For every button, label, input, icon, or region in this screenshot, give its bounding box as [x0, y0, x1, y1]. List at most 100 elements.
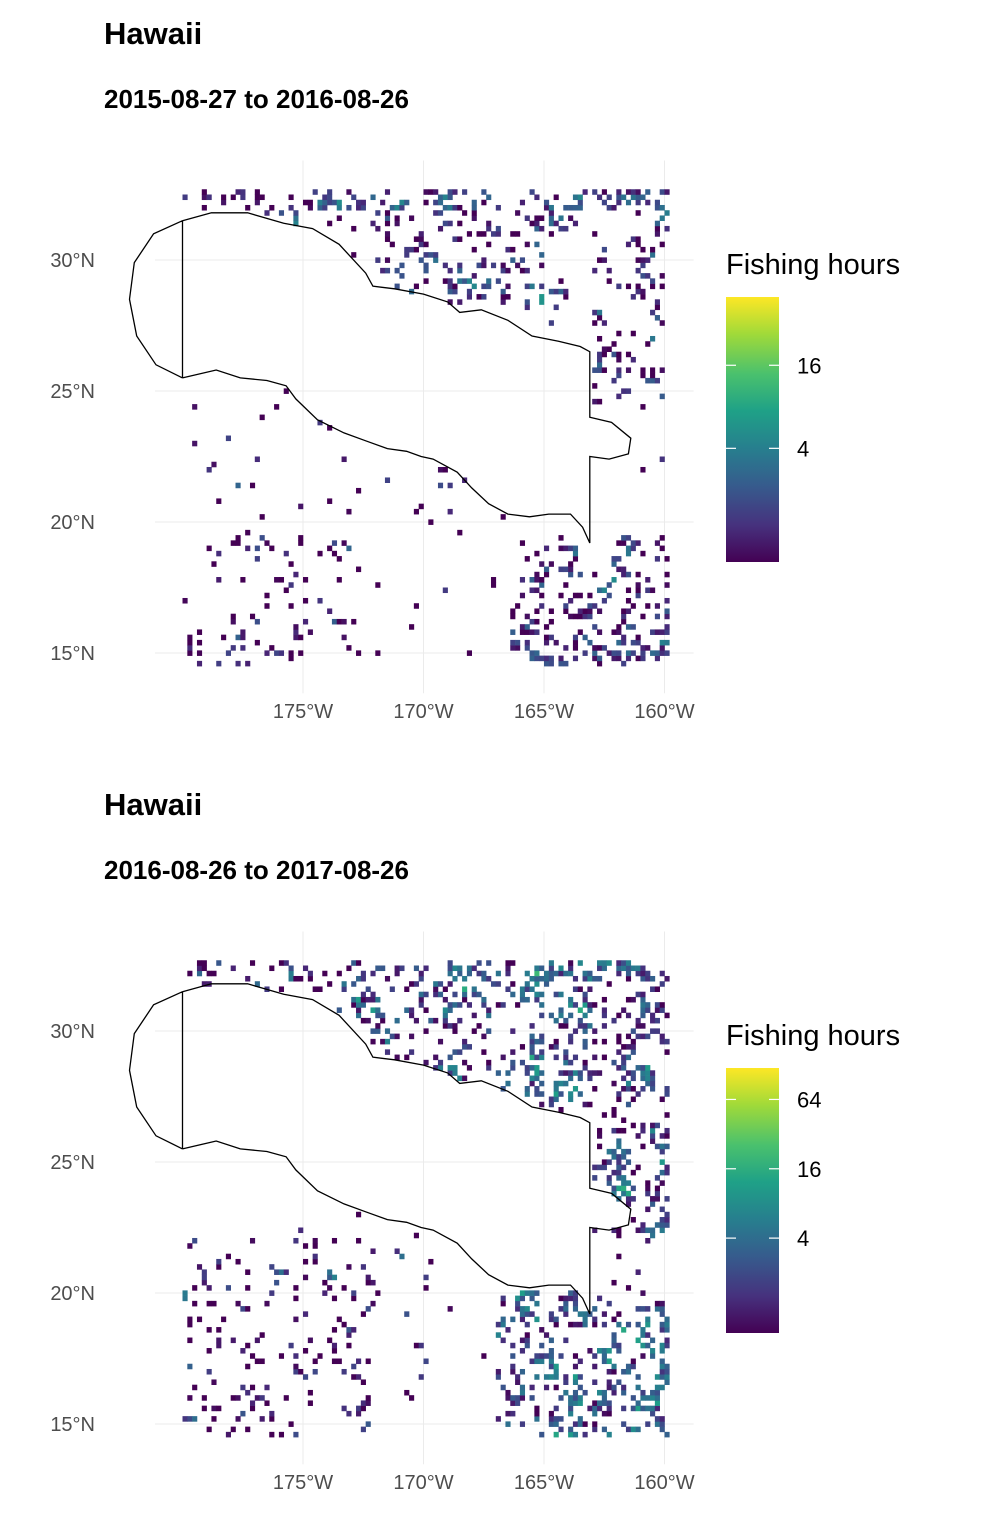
fishing-cell [553, 970, 559, 977]
fishing-cell [630, 1358, 636, 1365]
fishing-cell [331, 1348, 338, 1354]
fishing-cell [606, 650, 612, 656]
fishing-cell [486, 1007, 492, 1013]
fishing-cell [452, 1028, 458, 1034]
fishing-cell [375, 1007, 381, 1013]
fishing-cell [577, 1023, 583, 1029]
fishing-cell [645, 1332, 651, 1338]
fishing-cell [654, 1300, 660, 1307]
fishing-cell [558, 1080, 564, 1087]
fishing-cell [650, 246, 656, 253]
x-tick-label: 165°W [514, 1472, 574, 1494]
fishing-cell [597, 960, 603, 966]
fishing-cell [601, 1112, 607, 1118]
fishing-cell [659, 456, 665, 463]
fishing-cell [254, 199, 260, 206]
fishing-cell [462, 975, 468, 982]
fishing-cell [553, 1405, 559, 1412]
fishing-cell [452, 1070, 458, 1076]
fishing-cell [409, 1049, 415, 1055]
fishing-cell [206, 545, 212, 552]
eez-boundary [128, 983, 632, 1315]
fishing-cell [611, 1363, 617, 1370]
fishing-cell [254, 545, 260, 552]
fishing-cell [568, 597, 574, 604]
fishing-cell [380, 1038, 386, 1045]
fishing-cell [365, 996, 371, 1003]
fishing-cell [625, 965, 632, 972]
fishing-cell [274, 1279, 280, 1286]
fishing-cell [327, 1337, 333, 1344]
fishing-cell [486, 225, 492, 232]
fishing-cell [621, 1175, 627, 1181]
fishing-cell [510, 991, 516, 998]
fishing-cell [351, 1295, 357, 1302]
fishing-cell [592, 320, 598, 326]
fishing-cell [548, 1410, 554, 1417]
fishing-cell [341, 618, 347, 625]
fishing-cell [654, 1222, 660, 1228]
fishing-cell [519, 1311, 526, 1317]
fishing-cell [587, 1348, 593, 1354]
fishing-cell [621, 965, 627, 972]
fishing-cell [659, 320, 665, 326]
fishing-cell [621, 1054, 627, 1061]
legend-break-label: 16 [797, 353, 821, 378]
fishing-cell [409, 215, 415, 221]
fishing-cell [384, 236, 391, 242]
fishing-cell [351, 1363, 357, 1370]
fishing-cell [331, 540, 338, 546]
fishing-cell [327, 189, 333, 195]
fishing-cell [447, 981, 453, 987]
fishing-cell [476, 294, 482, 300]
fishing-cell [558, 215, 564, 221]
fishing-cell [264, 1384, 270, 1391]
fishing-cell [635, 283, 641, 290]
fishing-cell [572, 1379, 579, 1385]
fishing-cell [640, 1033, 646, 1040]
fishing-cell [534, 1374, 540, 1380]
fishing-cell [548, 204, 554, 211]
fishing-cell [645, 1395, 651, 1401]
fishing-cell [230, 618, 236, 625]
fishing-cell [322, 199, 328, 206]
fishing-cell [563, 582, 569, 588]
fishing-cell [611, 1127, 617, 1134]
fishing-cell [187, 1243, 193, 1249]
y-tick-label: 20°N [50, 512, 95, 534]
fishing-cell [563, 1080, 569, 1087]
fishing-cell [616, 1311, 622, 1317]
fishing-cell [389, 241, 395, 248]
fishing-cell [457, 529, 463, 536]
fishing-cell [293, 215, 299, 221]
fishing-cell [303, 597, 309, 604]
fishing-cell [201, 960, 207, 966]
fishing-cell [654, 613, 660, 620]
fishing-cell [505, 1389, 511, 1396]
fishing-cell [510, 1363, 516, 1370]
fishing-cell [206, 466, 212, 473]
fishing-cell [500, 299, 506, 305]
fishing-cell [597, 660, 603, 667]
fishing-cell [544, 655, 550, 662]
fishing-cell [645, 1342, 651, 1349]
fishing-cell [370, 1028, 376, 1034]
fishing-cell [659, 1311, 665, 1317]
fishing-cell [442, 986, 448, 992]
fishing-cell [659, 1227, 665, 1234]
fishing-cell [625, 367, 632, 373]
fishing-cell [413, 236, 419, 242]
fishing-cell [572, 1363, 579, 1370]
fishing-cell [341, 1321, 347, 1328]
fishing-cell [606, 278, 612, 284]
fishing-cell [182, 1290, 188, 1296]
fishing-cell [640, 1332, 646, 1338]
fishing-cell [428, 1258, 434, 1265]
fishing-cell [616, 1033, 622, 1040]
fishing-cell [346, 1410, 352, 1417]
legend-break-label: 4 [797, 1226, 809, 1251]
fishing-cell [621, 1148, 627, 1155]
fishing-cell [577, 204, 583, 211]
fishing-cell [606, 346, 612, 352]
fishing-cell [447, 283, 453, 290]
